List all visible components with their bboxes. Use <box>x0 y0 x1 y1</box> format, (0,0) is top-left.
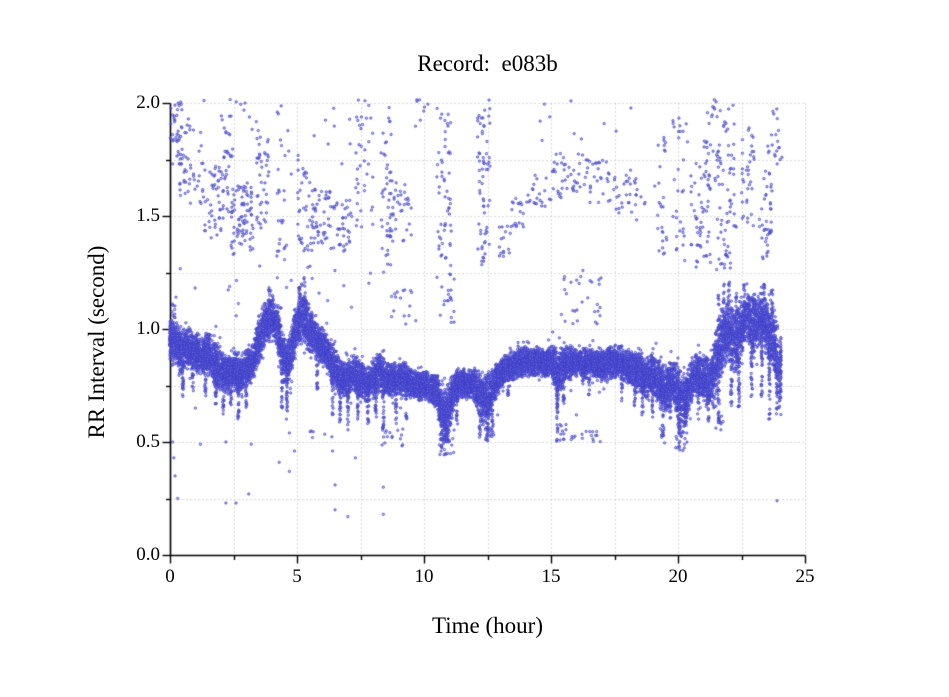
x-tick-label: 10 <box>414 566 434 587</box>
y-tick-label: 1.0 <box>136 318 160 339</box>
x-tick-label: 15 <box>541 566 561 587</box>
y-tick-label: 0.0 <box>136 544 160 565</box>
x-tick-label: 5 <box>292 566 302 587</box>
y-tick-label: 1.5 <box>136 205 160 226</box>
x-tick-label: 0 <box>165 566 175 587</box>
y-axis-title: RR Interval (second) <box>84 245 109 439</box>
x-tick-label: 25 <box>795 566 815 587</box>
x-tick-label: 20 <box>668 566 688 587</box>
y-tick-label: 2.0 <box>136 92 160 113</box>
x-axis-title: Time (hour) <box>432 613 543 638</box>
chart-title: Record: e083b <box>417 51 558 76</box>
y-tick-label: 0.5 <box>136 431 160 452</box>
